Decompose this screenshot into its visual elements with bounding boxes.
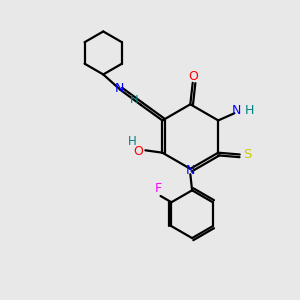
Text: H: H (128, 135, 137, 148)
Text: N: N (186, 164, 195, 176)
Text: H: H (245, 104, 254, 117)
Text: F: F (154, 182, 162, 195)
Text: H: H (130, 95, 139, 105)
Text: S: S (243, 148, 251, 161)
Text: N: N (115, 82, 124, 95)
Text: N: N (231, 104, 241, 117)
Text: O: O (133, 145, 143, 158)
Text: O: O (188, 70, 198, 83)
